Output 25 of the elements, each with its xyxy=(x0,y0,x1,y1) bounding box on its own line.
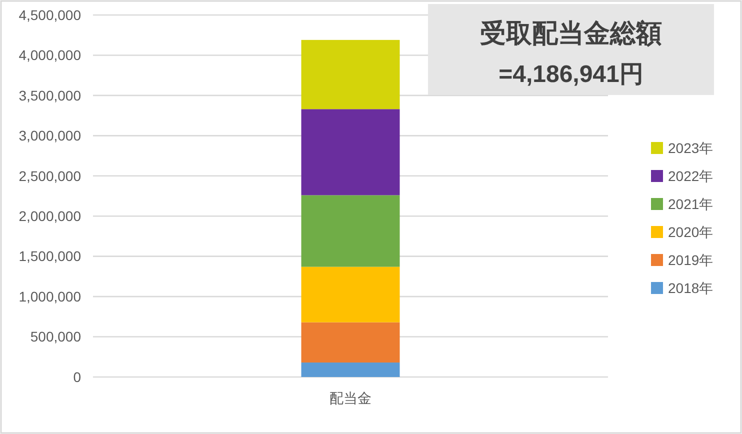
y-tick-label: 3,500,000 xyxy=(18,87,82,104)
y-tick-label: 2,000,000 xyxy=(18,208,82,224)
legend-label: 2022年 xyxy=(668,168,714,184)
bar xyxy=(301,40,400,110)
bar xyxy=(301,195,400,267)
y-tick-label: 1,000,000 xyxy=(18,288,82,304)
bar xyxy=(301,266,400,322)
chart-title: 受取配当金総額 xyxy=(480,18,662,48)
y-tick-label: 4,500,000 xyxy=(18,6,82,23)
y-tick-label: 500,000 xyxy=(30,328,82,345)
text: =4,186,941円 xyxy=(498,61,644,88)
legend-label: 2023年 xyxy=(668,140,714,156)
legend-label: 2020年 xyxy=(668,224,714,240)
x-tick-label: 配当金 xyxy=(330,390,372,406)
bar xyxy=(301,322,400,363)
y-tick-label: 0 xyxy=(73,368,82,385)
y-tick-label: 2,500,000 xyxy=(18,168,82,184)
bar xyxy=(301,362,400,377)
legend-label: 2021年 xyxy=(668,196,714,212)
bar xyxy=(301,109,400,196)
legend-label: 2019年 xyxy=(668,252,714,268)
y-tick-label: 4,000,000 xyxy=(18,47,82,64)
legend-label: 2018年 xyxy=(668,280,714,296)
y-tick-label: 3,000,000 xyxy=(18,128,82,144)
y-tick-label: 1,500,000 xyxy=(18,248,82,264)
